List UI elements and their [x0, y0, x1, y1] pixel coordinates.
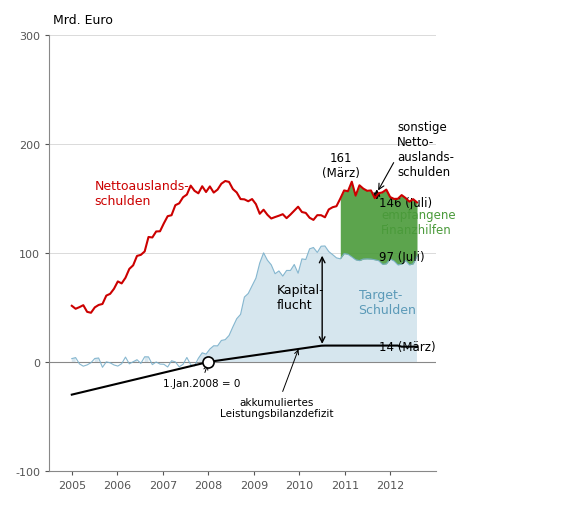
Text: akkumuliertes
Leistungsbilanzdefizit: akkumuliertes Leistungsbilanzdefizit [220, 350, 333, 419]
Text: 146 (Juli): 146 (Juli) [379, 197, 432, 210]
Text: sonstige
Netto-
auslands-
schulden: sonstige Netto- auslands- schulden [397, 121, 454, 179]
Text: 1.Jan.2008 = 0: 1.Jan.2008 = 0 [163, 366, 240, 388]
Text: 161
(März): 161 (März) [323, 152, 360, 179]
Text: Kapital-
flucht: Kapital- flucht [277, 283, 324, 311]
Text: Mrd. Euro: Mrd. Euro [53, 14, 113, 27]
Text: 14 (März): 14 (März) [379, 340, 436, 353]
Text: Target-
Schulden: Target- Schulden [359, 288, 417, 316]
Text: empfangene
Finanzhilfen: empfangene Finanzhilfen [381, 209, 456, 237]
Text: Nettoauslands-
schulden: Nettoauslands- schulden [95, 180, 189, 208]
Text: 97 (Juli): 97 (Juli) [379, 250, 424, 263]
